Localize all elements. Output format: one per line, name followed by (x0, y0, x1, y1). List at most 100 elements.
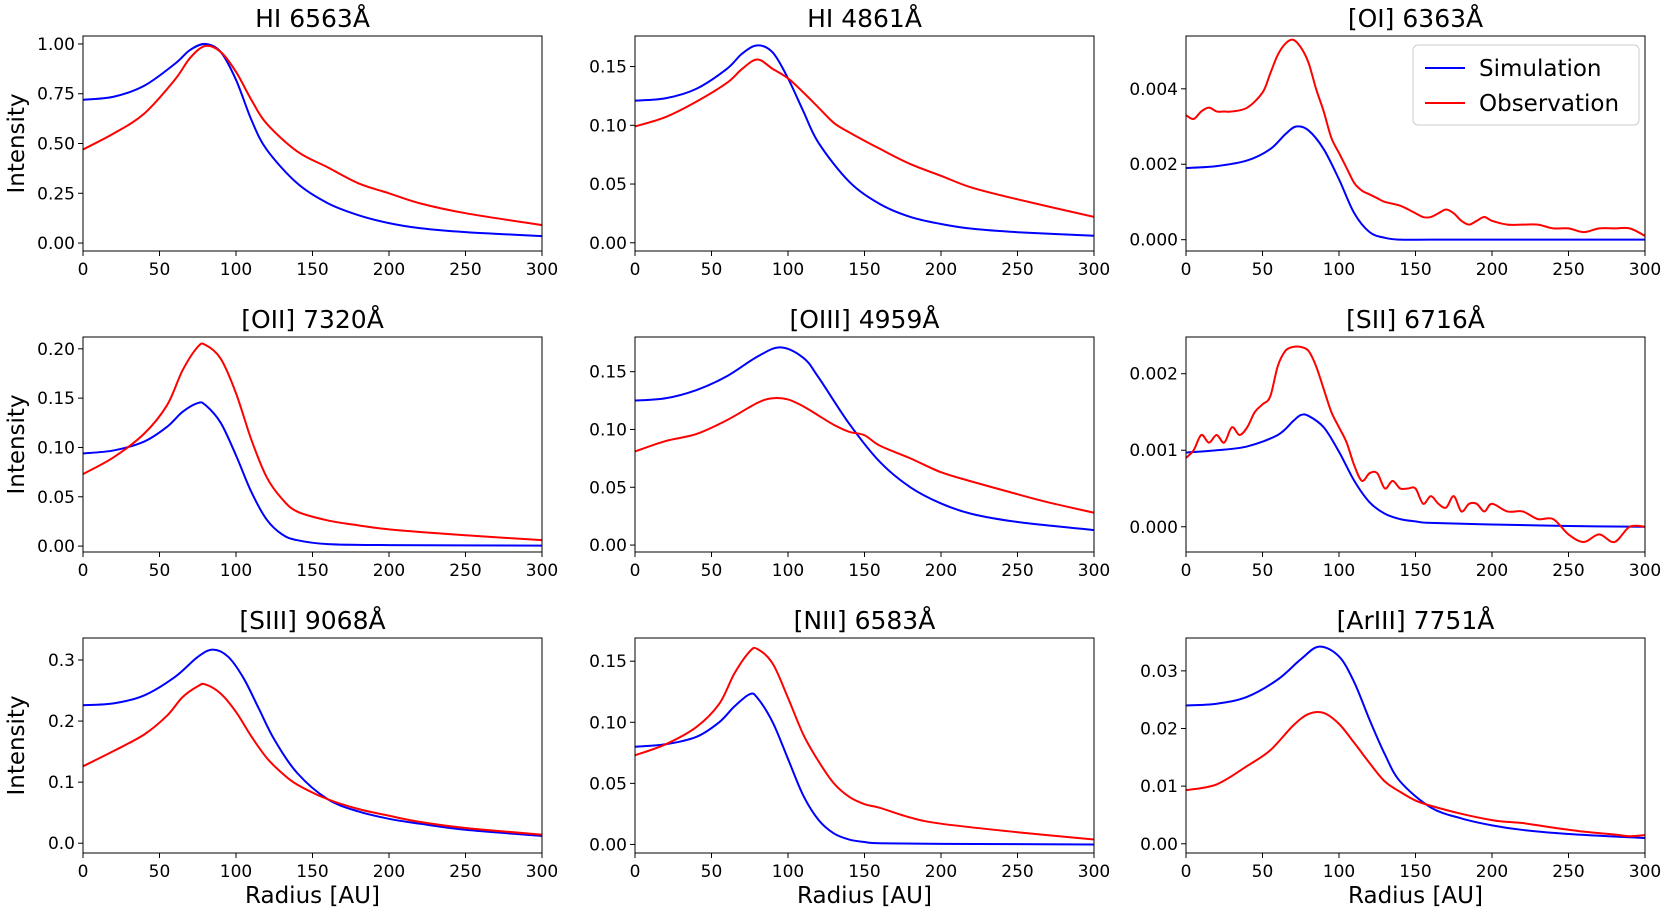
x-tick-label: 50 (701, 260, 723, 280)
y-tick-label: 0.50 (37, 135, 75, 155)
y-axis-label: Intensity (4, 394, 30, 494)
x-tick-label: 0 (1181, 260, 1192, 280)
x-tick-label: 150 (848, 260, 880, 280)
x-tick-label: 100 (220, 862, 252, 882)
series-simulation-line (635, 44, 1094, 237)
x-tick-label: 200 (925, 260, 957, 280)
series-observation-line (1186, 711, 1645, 838)
y-tick-label: 0.20 (37, 340, 75, 360)
x-tick-label: 300 (1629, 260, 1661, 280)
x-tick-label: 300 (526, 561, 558, 581)
series-simulation-line (1186, 125, 1645, 241)
x-tick-label: 200 (1476, 561, 1508, 581)
series-simulation-line (635, 346, 1094, 532)
x-tick-label: 150 (1399, 260, 1431, 280)
x-tick-label: 0 (78, 260, 89, 280)
x-tick-label: 50 (149, 260, 171, 280)
x-tick-label: 50 (1252, 561, 1274, 581)
panel-7: [SIII] 9068Å 0 50 100 150 200 250 300 0.0 0.1 0.2 0… (4, 606, 558, 907)
y-tick-label: 0.001 (1129, 441, 1178, 461)
x-tick-label: 150 (296, 862, 328, 882)
x-tick-label: 300 (1629, 862, 1661, 882)
axes-frame (634, 637, 1095, 854)
panel-title: [OI] 6363Å (1348, 4, 1483, 33)
x-tick-label: 250 (1552, 260, 1584, 280)
legend: Simulation Observation (1412, 44, 1640, 126)
panel-2: HI 4861Å 0 50 100 150 200 250 300 0.00 0.05 0.10 0.… (589, 4, 1110, 280)
x-tick-label: 250 (449, 561, 481, 581)
axes-frame (82, 637, 543, 854)
panel-8: [NII] 6583Å 0 50 100 150 200 250 300 0.00 0.05 0.1… (589, 606, 1110, 907)
x-tick-label: 50 (1252, 260, 1274, 280)
x-tick-label: 50 (149, 561, 171, 581)
panel-9: [ArIII] 7751Å 0 50 100 150 200 250 300 0.00 0.01 0… (1140, 606, 1661, 907)
x-tick-label: 300 (1078, 561, 1110, 581)
y-tick-label: 0.3 (48, 651, 75, 671)
x-tick-label: 50 (701, 862, 723, 882)
series-simulation-line (635, 692, 1094, 846)
x-tick-label: 250 (449, 260, 481, 280)
axes-frame (82, 35, 543, 252)
y-tick-label: 0.00 (1140, 835, 1178, 855)
y-tick-label: 0.00 (589, 536, 627, 556)
axes-frame (634, 336, 1095, 553)
x-axis-label: Radius [AU] (245, 883, 380, 907)
series-simulation-line (1186, 413, 1645, 528)
y-tick-label: 0.000 (1129, 518, 1178, 538)
series-observation-line (83, 682, 542, 836)
x-tick-label: 250 (1552, 561, 1584, 581)
panel-3: [OI] 6363Å 0 50 100 150 200 250 300 0.000 0.002 0.… (1129, 4, 1661, 280)
panel-title: [SIII] 9068Å (239, 606, 385, 635)
series-observation-line (1186, 345, 1645, 544)
x-tick-label: 250 (449, 862, 481, 882)
panel-5: [OIII] 4959Å 0 50 100 150 200 250 300 0.00 0.05 0.… (589, 305, 1110, 581)
x-tick-label: 100 (1323, 561, 1355, 581)
series-simulation-line (1186, 645, 1645, 840)
x-tick-label: 150 (848, 862, 880, 882)
y-tick-label: 0.1 (48, 773, 75, 793)
x-axis-label: Radius [AU] (1348, 883, 1483, 907)
series-observation-line (83, 342, 542, 542)
panel-title: [OII] 7320Å (241, 305, 384, 334)
panel-4: [OII] 7320Å 0 50 100 150 200 250 300 0.00 0.05 0.1… (4, 305, 558, 581)
series-simulation-line (83, 648, 542, 837)
series-observation-line (635, 397, 1094, 514)
panel-title: [SII] 6716Å (1346, 305, 1485, 334)
x-tick-label: 150 (296, 561, 328, 581)
x-tick-label: 300 (526, 862, 558, 882)
series-observation-line (635, 58, 1094, 218)
y-tick-label: 0.10 (589, 116, 627, 136)
x-tick-label: 150 (1399, 561, 1431, 581)
x-tick-label: 100 (220, 260, 252, 280)
panel-6: [SII] 6716Å 0 50 100 150 200 250 300 0.000 0.001 0… (1129, 305, 1661, 581)
y-tick-label: 0.15 (589, 58, 627, 78)
y-tick-label: 0.0 (48, 834, 75, 854)
x-tick-label: 150 (848, 561, 880, 581)
panel-title: [OIII] 4959Å (790, 305, 940, 334)
y-tick-label: 0.25 (37, 184, 75, 204)
x-tick-label: 50 (149, 862, 171, 882)
x-tick-label: 150 (1399, 862, 1431, 882)
y-tick-label: 0.2 (48, 712, 75, 732)
x-tick-label: 150 (296, 260, 328, 280)
x-tick-label: 200 (373, 260, 405, 280)
series-simulation-line (83, 42, 542, 238)
series-observation-line (635, 646, 1094, 841)
panel-title: HI 4861Å (807, 4, 922, 33)
x-axis-label: Radius [AU] (797, 883, 932, 907)
axes-frame (634, 35, 1095, 252)
x-tick-label: 100 (220, 561, 252, 581)
axes-frame (1185, 336, 1646, 553)
series-observation-line (1186, 38, 1645, 237)
y-tick-label: 0.10 (589, 420, 627, 440)
y-tick-label: 0.03 (1140, 662, 1178, 682)
x-tick-label: 100 (772, 862, 804, 882)
legend-label-simulation: Simulation (1479, 56, 1602, 82)
panel-title: [ArIII] 7751Å (1337, 606, 1495, 635)
x-tick-label: 250 (1552, 862, 1584, 882)
y-tick-label: 0.05 (589, 774, 627, 794)
axes-frame (1185, 35, 1646, 252)
y-tick-label: 0.002 (1129, 155, 1178, 175)
x-tick-label: 0 (78, 561, 89, 581)
